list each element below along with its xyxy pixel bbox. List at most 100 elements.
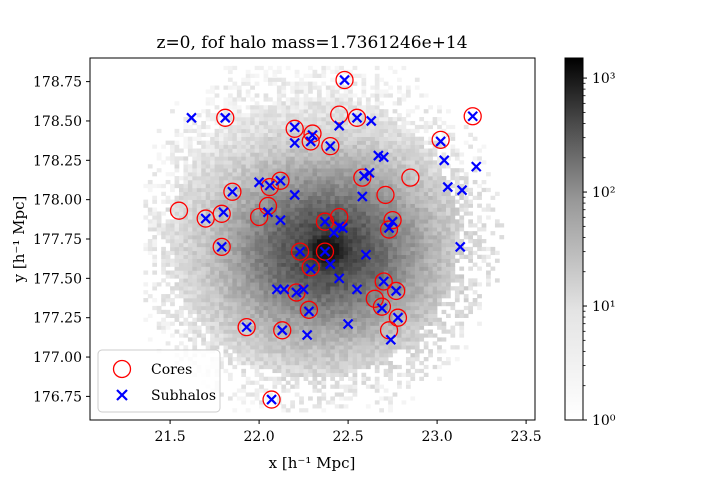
heatmap-cell bbox=[312, 349, 318, 354]
heatmap-cell bbox=[219, 172, 224, 177]
heatmap-cell bbox=[343, 179, 349, 185]
heatmap-cell bbox=[365, 235, 371, 240]
heatmap-cell bbox=[236, 191, 242, 197]
heatmap-cell bbox=[201, 321, 206, 326]
heatmap-cell bbox=[441, 246, 447, 252]
heatmap-cell bbox=[432, 183, 438, 189]
heatmap-cell bbox=[437, 227, 442, 232]
heatmap-cell bbox=[405, 235, 411, 240]
heatmap-cell bbox=[143, 298, 149, 303]
heatmap-cell bbox=[236, 239, 242, 244]
heatmap-cell bbox=[330, 262, 336, 267]
heatmap-cell bbox=[339, 152, 344, 157]
heatmap-cell bbox=[299, 400, 304, 405]
heatmap-cell bbox=[161, 235, 166, 240]
heatmap-cell bbox=[321, 227, 327, 232]
heatmap-cell bbox=[196, 223, 202, 228]
heatmap-cell bbox=[459, 333, 465, 338]
heatmap-cell bbox=[397, 254, 402, 259]
heatmap-cell bbox=[388, 258, 393, 263]
heatmap-cell bbox=[370, 278, 376, 283]
heatmap-cell bbox=[152, 262, 158, 267]
heatmap-cell bbox=[254, 239, 260, 244]
heatmap-cell bbox=[414, 317, 420, 322]
heatmap-cell bbox=[361, 380, 367, 385]
heatmap-cell bbox=[388, 360, 393, 366]
heatmap-cell bbox=[423, 309, 429, 315]
heatmap-cell bbox=[392, 144, 398, 149]
heatmap-cell bbox=[357, 270, 362, 275]
heatmap-cell bbox=[285, 262, 291, 267]
heatmap-cell bbox=[170, 313, 175, 318]
heatmap-cell bbox=[210, 325, 215, 330]
heatmap-cell bbox=[459, 250, 465, 256]
heatmap-cell bbox=[330, 345, 336, 350]
heatmap-cell bbox=[303, 211, 309, 216]
heatmap-cell bbox=[370, 333, 376, 338]
heatmap-cell bbox=[294, 262, 300, 267]
heatmap-cell bbox=[414, 199, 420, 204]
heatmap-cell bbox=[450, 278, 456, 283]
heatmap-cell bbox=[308, 160, 313, 165]
heatmap-cell bbox=[303, 176, 309, 181]
heatmap-cell bbox=[232, 148, 238, 153]
heatmap-cell bbox=[263, 183, 269, 189]
heatmap-cell bbox=[414, 207, 420, 212]
heatmap-cell bbox=[437, 242, 442, 248]
heatmap-cell bbox=[170, 239, 175, 244]
heatmap-cell bbox=[339, 360, 344, 366]
heatmap-cell bbox=[463, 231, 469, 236]
heatmap-cell bbox=[414, 164, 420, 169]
heatmap-cell bbox=[454, 152, 460, 157]
heatmap-cell bbox=[419, 187, 425, 193]
heatmap-cell bbox=[370, 219, 376, 224]
heatmap-cell bbox=[281, 109, 287, 114]
heatmap-cell bbox=[316, 372, 322, 378]
subhalo-marker bbox=[276, 325, 288, 336]
heatmap-cell bbox=[401, 333, 407, 338]
heatmap-cell bbox=[423, 235, 429, 240]
heatmap-cell bbox=[365, 195, 371, 200]
heatmap-cell bbox=[352, 215, 358, 220]
heatmap-cell bbox=[374, 317, 380, 322]
heatmap-cell bbox=[348, 250, 353, 256]
heatmap-cell bbox=[463, 313, 469, 318]
heatmap-cell bbox=[405, 298, 411, 303]
heatmap-cell bbox=[379, 329, 384, 334]
heatmap-cell bbox=[432, 203, 438, 208]
heatmap-cell bbox=[205, 195, 211, 200]
heatmap-cell bbox=[419, 199, 425, 204]
heatmap-cell bbox=[201, 250, 206, 256]
heatmap-cell bbox=[223, 160, 229, 165]
heatmap-cell bbox=[263, 333, 269, 338]
heatmap-cell bbox=[330, 183, 336, 189]
heatmap-cell bbox=[414, 309, 420, 315]
colorbar-gradient bbox=[564, 57, 584, 421]
heatmap-cell bbox=[223, 144, 229, 149]
heatmap-cell bbox=[254, 120, 260, 126]
heatmap-cell bbox=[463, 211, 469, 216]
heatmap-cell bbox=[241, 286, 247, 291]
heatmap-cell bbox=[419, 333, 425, 338]
heatmap-cell bbox=[450, 211, 456, 216]
heatmap-cell bbox=[294, 164, 300, 169]
heatmap-cell bbox=[428, 148, 433, 153]
subhalo-marker bbox=[387, 216, 398, 227]
heatmap-cell bbox=[472, 239, 478, 244]
heatmap-cell bbox=[219, 262, 224, 267]
heatmap-cell bbox=[388, 215, 393, 220]
heatmap-cell bbox=[312, 290, 318, 295]
heatmap-cell bbox=[450, 152, 456, 157]
heatmap-cell bbox=[285, 144, 291, 149]
heatmap-cell bbox=[152, 242, 158, 248]
heatmap-cell bbox=[316, 254, 322, 259]
heatmap-cell bbox=[268, 305, 273, 311]
heatmap-cell bbox=[263, 349, 269, 354]
heatmap-cell bbox=[192, 219, 198, 224]
heatmap-cell bbox=[227, 286, 233, 291]
heatmap-cell bbox=[281, 337, 287, 342]
heatmap-cell bbox=[214, 128, 220, 134]
heatmap-cell bbox=[227, 144, 233, 149]
heatmap-cell bbox=[410, 305, 416, 311]
heatmap-cell bbox=[232, 215, 238, 220]
